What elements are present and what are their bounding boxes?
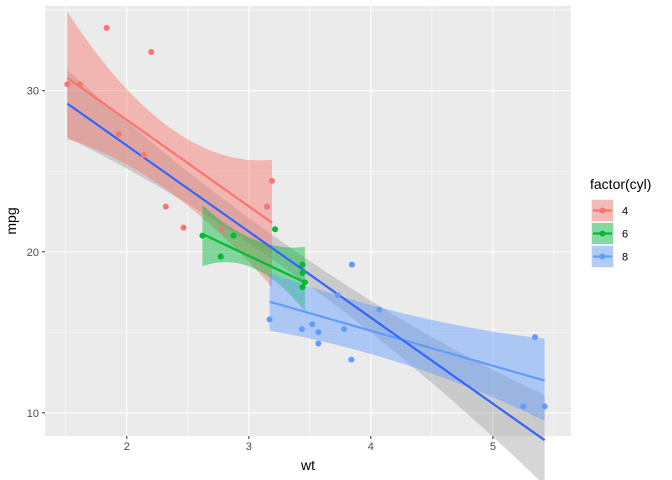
series-4-point bbox=[218, 226, 225, 233]
series-8-confidence-band bbox=[269, 272, 545, 421]
series-4-point bbox=[148, 49, 155, 56]
y-tick-label: 20 bbox=[27, 247, 39, 259]
series-4-point bbox=[115, 131, 122, 138]
data-points bbox=[64, 24, 548, 410]
series-6-point bbox=[272, 226, 279, 233]
axes: 2 3 4 5 10 20 30 bbox=[27, 86, 496, 453]
legend-key-point bbox=[599, 207, 606, 214]
series-4-point bbox=[103, 24, 110, 31]
series-8-point bbox=[334, 292, 341, 299]
series-6-point bbox=[301, 279, 308, 286]
x-tick-label: 5 bbox=[490, 441, 496, 453]
series-6-point bbox=[230, 232, 237, 239]
series-8-point bbox=[348, 356, 355, 363]
series-4-point bbox=[162, 203, 169, 210]
y-tick-label: 10 bbox=[27, 408, 39, 420]
minor-gridlines bbox=[45, 6, 571, 436]
series-4-fit-line bbox=[66, 76, 273, 224]
legend-label: 6 bbox=[622, 229, 628, 241]
series-4-point bbox=[180, 224, 187, 231]
x-axis-title: wt bbox=[300, 457, 315, 473]
legend-keys: 4 6 8 bbox=[591, 199, 628, 268]
series-4-point bbox=[268, 177, 275, 184]
series-6-point bbox=[299, 284, 306, 291]
y-axis-title: mpg bbox=[3, 207, 19, 234]
legend: factor(cyl) 4 6 8 bbox=[590, 176, 651, 268]
series-6-point bbox=[217, 253, 224, 260]
x-tick-label: 3 bbox=[246, 441, 252, 453]
series-4-point bbox=[264, 203, 271, 210]
series-6-point bbox=[299, 269, 306, 276]
series-8-fit-line bbox=[269, 300, 545, 382]
series-4-point bbox=[64, 81, 71, 88]
legend-label: 8 bbox=[622, 252, 628, 264]
x-tick-label: 4 bbox=[368, 441, 374, 453]
series-8-point bbox=[376, 306, 383, 313]
y-tick-label: 30 bbox=[27, 86, 39, 98]
legend-key-point bbox=[599, 253, 606, 260]
series-8-point bbox=[520, 403, 527, 410]
major-gridlines bbox=[45, 6, 571, 436]
series-8-point bbox=[341, 326, 348, 333]
overall-fit-line bbox=[66, 102, 546, 442]
x-tick-label: 2 bbox=[124, 441, 130, 453]
series-8-point bbox=[348, 261, 355, 268]
series-6-fit-line bbox=[201, 233, 306, 284]
plot-panel bbox=[45, 6, 571, 436]
series-8-point bbox=[541, 403, 548, 410]
series-6-point bbox=[299, 261, 306, 268]
legend-label: 4 bbox=[622, 206, 628, 218]
series-8-point bbox=[266, 316, 273, 323]
series-8-point bbox=[315, 329, 322, 336]
legend-title: factor(cyl) bbox=[590, 176, 651, 192]
series-8-point bbox=[309, 321, 316, 328]
series-8-point bbox=[531, 334, 538, 341]
series-8-point bbox=[315, 340, 322, 347]
series-4-point bbox=[140, 152, 147, 159]
series-8-point bbox=[298, 326, 305, 333]
fit-lines bbox=[66, 76, 546, 442]
series-4-point bbox=[76, 81, 83, 88]
series-6-point bbox=[199, 232, 206, 239]
legend-key-point bbox=[599, 230, 606, 237]
overall-confidence-band bbox=[67, 69, 545, 480]
